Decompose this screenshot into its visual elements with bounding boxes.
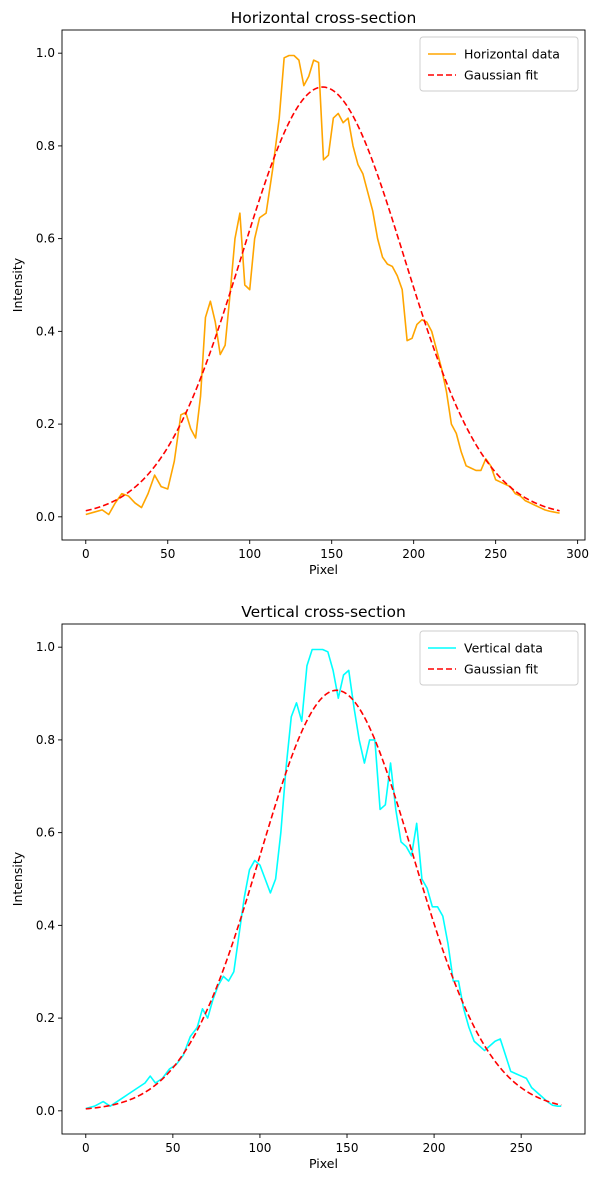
y-tick-label: 0.4: [36, 918, 55, 932]
legend-label: Gaussian fit: [464, 662, 538, 677]
chart-title: Vertical cross-section: [241, 603, 406, 621]
y-tick-label: 0.0: [36, 1104, 55, 1118]
data-line: [85, 54, 560, 516]
y-axis-label: Intensity: [10, 851, 25, 906]
legend-label: Gaussian fit: [464, 68, 538, 83]
x-axis-label: Pixel: [309, 1156, 338, 1171]
gaussian-fit-line: [85, 86, 560, 512]
y-tick-label: 0.0: [36, 510, 55, 524]
y-tick-label: 0.6: [36, 826, 55, 840]
plot-frame: [61, 29, 586, 541]
y-axis-label: Intensity: [10, 257, 25, 312]
legend-label: Horizontal data: [464, 47, 560, 62]
x-tick-label: 100: [238, 547, 261, 561]
y-tick-label: 0.2: [36, 1011, 55, 1025]
x-tick-label: 200: [423, 1141, 446, 1155]
legend: Vertical data Gaussian fit: [419, 630, 579, 686]
subplot-2: Vertical cross-section 0 50 100 150 200 250 0.0…: [10, 603, 586, 1171]
x-tick-label: 150: [320, 547, 343, 561]
x-tick-label: 200: [402, 547, 425, 561]
x-tick-label: 250: [510, 1141, 533, 1155]
x-tick-label: 250: [484, 547, 507, 561]
subplot-1: Horizontal cross-section 0 50 100 150 200 250 3…: [10, 9, 589, 577]
y-tick-label: 0.6: [36, 232, 55, 246]
x-axis-label: Pixel: [309, 562, 338, 577]
x-tick-label: 0: [82, 547, 90, 561]
x-tick-label: 0: [82, 1141, 90, 1155]
y-tick-label: 1.0: [36, 46, 55, 60]
legend-label: Vertical data: [464, 641, 543, 656]
legend: Horizontal data Gaussian fit: [419, 36, 579, 92]
legend-box: [419, 630, 579, 686]
y-tick-label: 1.0: [36, 640, 55, 654]
chart-title: Horizontal cross-section: [231, 9, 417, 27]
x-tick-label: 50: [165, 1141, 180, 1155]
x-tick-label: 300: [566, 547, 589, 561]
data-line: [85, 648, 562, 1110]
y-tick-label: 0.4: [36, 324, 55, 338]
gaussian-fit-line: [85, 689, 562, 1110]
x-tick-label: 50: [160, 547, 175, 561]
x-tick-label: 150: [336, 1141, 359, 1155]
y-tick-label: 0.2: [36, 417, 55, 431]
x-tick-label: 100: [248, 1141, 271, 1155]
y-tick-label: 0.8: [36, 733, 55, 747]
plot-frame: [61, 623, 586, 1135]
legend-box: [419, 36, 579, 92]
y-tick-label: 0.8: [36, 139, 55, 153]
